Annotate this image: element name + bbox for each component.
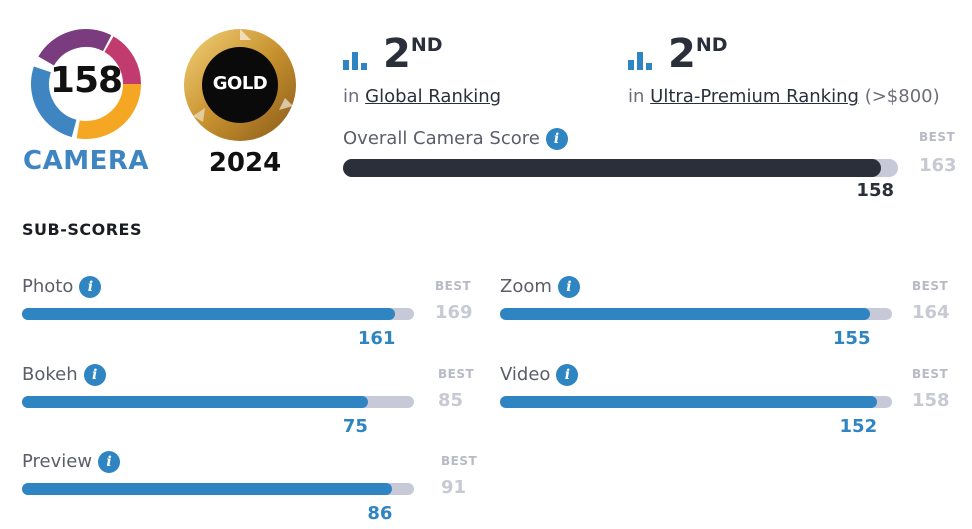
best-value: 91 [441, 477, 467, 498]
best-label: BEST [912, 367, 949, 381]
gold-medal-icon [184, 29, 296, 141]
subscore-fill [22, 308, 396, 320]
subscore-value: 152 [839, 416, 878, 437]
global-ranking-link[interactable]: Global Ranking [365, 86, 502, 107]
best-value: 164 [912, 302, 950, 323]
subscore-value: 75 [342, 416, 368, 437]
subscore-fill [22, 396, 368, 408]
camera-score-badge: 158 [24, 22, 148, 146]
camera-score-value: 158 [49, 60, 123, 101]
overall-score-bar [343, 159, 898, 177]
subscore-bar [500, 396, 892, 408]
subscores-title: SUB-SCORES [22, 220, 142, 239]
subscore-label: Zoom i [500, 276, 580, 298]
subscore-label: Photo i [22, 276, 102, 298]
subscore-bar [500, 308, 892, 320]
best-label: BEST [912, 279, 949, 293]
best-label: BEST [919, 130, 956, 144]
global-rank-line: in Global Ranking [343, 86, 501, 107]
camera-label: CAMERA [23, 146, 149, 176]
best-value: 85 [438, 390, 464, 411]
overall-score-fill [343, 159, 881, 177]
bar-chart-icon [343, 52, 367, 70]
best-value: 169 [435, 302, 473, 323]
best-label: BEST [438, 367, 475, 381]
info-icon[interactable]: i [556, 364, 579, 386]
subscore-name: Preview [22, 451, 93, 472]
rank-prefix: in [343, 86, 360, 107]
subscore-name: Photo [22, 276, 74, 297]
subscore-value: 86 [367, 503, 393, 524]
best-label: BEST [435, 279, 472, 293]
bar-chart-icon [628, 52, 652, 70]
info-icon[interactable]: i [545, 128, 568, 150]
info-icon[interactable]: i [79, 276, 102, 298]
subscore-value: 161 [357, 328, 396, 349]
overall-score-title: Overall Camera Score [343, 128, 540, 149]
subscore-label: Preview i [22, 451, 121, 473]
subscore-value: 155 [832, 328, 871, 349]
gold-label: GOLD [212, 73, 268, 94]
subscore-bar [22, 483, 414, 495]
gold-badge: GOLD [181, 26, 299, 144]
rank-number: 2 [668, 31, 696, 77]
subscore-fill [22, 483, 393, 495]
subscore-fill [500, 308, 871, 320]
subscore-label: Video i [500, 364, 579, 386]
camera-badge-ring-icon [30, 29, 141, 139]
info-icon[interactable]: i [83, 364, 106, 386]
subscore-label: Bokeh i [22, 364, 106, 386]
subscore-fill [500, 396, 878, 408]
price-range: (>$800) [864, 86, 940, 107]
subscore-bar [22, 308, 414, 320]
rank-number: 2 [383, 31, 411, 77]
best-label: BEST [441, 454, 478, 468]
overall-best-value: 163 [919, 155, 957, 176]
rank-suffix: ND [695, 34, 728, 56]
subscore-bar [22, 396, 414, 408]
overall-score-label: Overall Camera Score i [343, 128, 568, 150]
subscore-name: Video [500, 364, 551, 385]
ultra-premium-ranking-link[interactable]: Ultra-Premium Ranking [650, 86, 859, 107]
info-icon[interactable]: i [557, 276, 580, 298]
info-icon[interactable]: i [98, 451, 121, 473]
best-value: 158 [912, 390, 950, 411]
subscore-name: Zoom [500, 276, 552, 297]
subscore-name: Bokeh [22, 364, 78, 385]
rank-suffix: ND [410, 34, 443, 56]
rank-prefix: in [628, 86, 645, 107]
gold-year: 2024 [208, 148, 282, 178]
overall-score-value: 158 [856, 180, 894, 201]
ultra-premium-rank-line: in Ultra-Premium Ranking (>$800) [628, 86, 940, 107]
